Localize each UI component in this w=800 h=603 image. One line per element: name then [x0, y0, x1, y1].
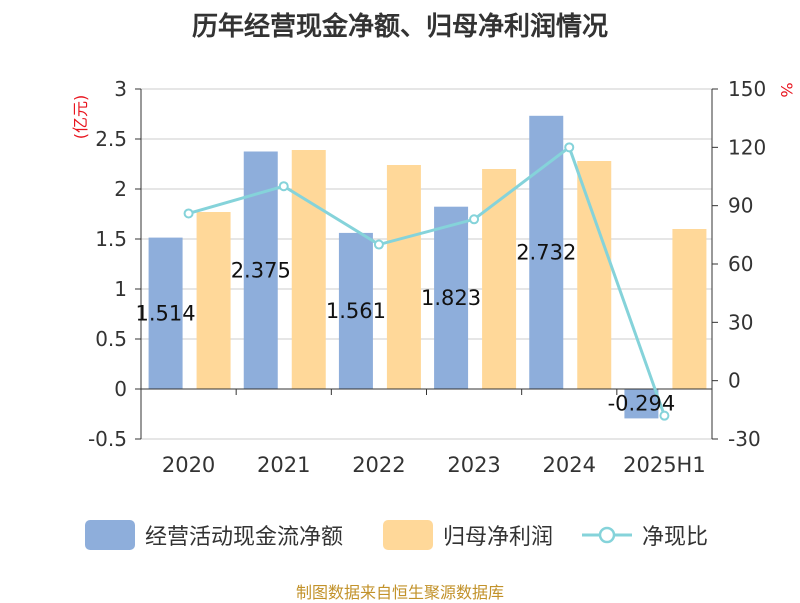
source-note: 制图数据来自恒生聚源数据库 [295, 583, 504, 602]
bar-cash-flow [624, 389, 659, 419]
y-left-tick-label: 1 [114, 277, 127, 301]
legend-line-marker-icon [582, 526, 632, 544]
y-left-tick-label: 0.5 [95, 327, 127, 351]
bar-net-profit [386, 165, 421, 389]
legend-item-net-profit[interactable]: 归母净利润 [383, 517, 553, 553]
legend-label-cash-flow: 经营活动现金流净额 [145, 525, 344, 550]
bar-cash-flow [148, 237, 183, 389]
ratio-point [564, 142, 575, 153]
x-tick-label: 2024 [543, 453, 596, 477]
bar-net-profit [577, 161, 612, 389]
legend-item-cash-flow[interactable]: 经营活动现金流净额 [85, 517, 343, 553]
y-right-tick-label: 90 [728, 194, 753, 218]
bar-net-profit [672, 229, 707, 389]
data-label: 2.375 [231, 258, 291, 282]
x-tick-label: 2023 [447, 453, 500, 477]
y-left-tick-label: 2 [114, 177, 127, 201]
ratio-point [469, 214, 480, 225]
data-label: -0.294 [608, 391, 676, 415]
y-left-tick-label: 3 [114, 77, 127, 101]
legend-swatch-cash-flow [85, 520, 135, 550]
y-right-tick-label: 120 [728, 135, 766, 159]
x-tick-label: 2020 [162, 453, 215, 477]
y-right-axis-label: % [777, 82, 796, 97]
x-tick-label: 2021 [257, 453, 310, 477]
legend: 经营活动现金流净额 归母净利润 净现比 [0, 517, 800, 553]
data-label: 1.823 [421, 286, 481, 310]
combo-chart: -0.5 0 0.5 1 1.5 2 2.5 3 -30 0 30 60 90 120 150 (亿元)% 20… [71, 77, 796, 477]
legend-label-net-profit: 归母净利润 [443, 525, 554, 550]
bar-cash-flow [434, 206, 469, 389]
x-tick-label: 2025H1 [623, 453, 706, 477]
legend-item-ratio[interactable]: 净现比 [582, 517, 708, 553]
bar-net-profit [291, 150, 326, 389]
ratio-point [278, 181, 289, 192]
bar-cash-flow [338, 232, 373, 389]
ratio-point [183, 208, 194, 219]
y-right-tick-label: 60 [728, 252, 753, 276]
y-right-tick-label: -30 [728, 427, 761, 451]
y-left-axis-label: (亿元) [71, 95, 90, 140]
data-label: 1.561 [326, 299, 386, 323]
ratio-line [188, 144, 666, 417]
legend-label-ratio: 净现比 [642, 525, 709, 550]
ratio-point [373, 239, 384, 250]
bar-net-profit [196, 212, 231, 389]
bar-net-profit [482, 169, 517, 389]
legend-swatch-net-profit [383, 520, 433, 550]
data-label: 1.514 [136, 301, 196, 325]
ratio-point [659, 410, 670, 421]
x-tick-label: 2022 [352, 453, 405, 477]
chart-title: 历年经营现金净额、归母净利润情况 [191, 12, 608, 42]
y-left-tick-label: -0.5 [88, 427, 127, 451]
y-left-tick-label: 1.5 [95, 227, 127, 251]
y-right-tick-label: 30 [728, 310, 753, 334]
y-right-tick-label: 0 [728, 369, 741, 393]
data-label: 2.732 [516, 240, 576, 264]
y-left-tick-label: 2.5 [95, 127, 127, 151]
y-right-tick-label: 150 [728, 77, 766, 101]
y-left-tick-label: 0 [114, 377, 127, 401]
bar-cash-flow [529, 115, 564, 390]
